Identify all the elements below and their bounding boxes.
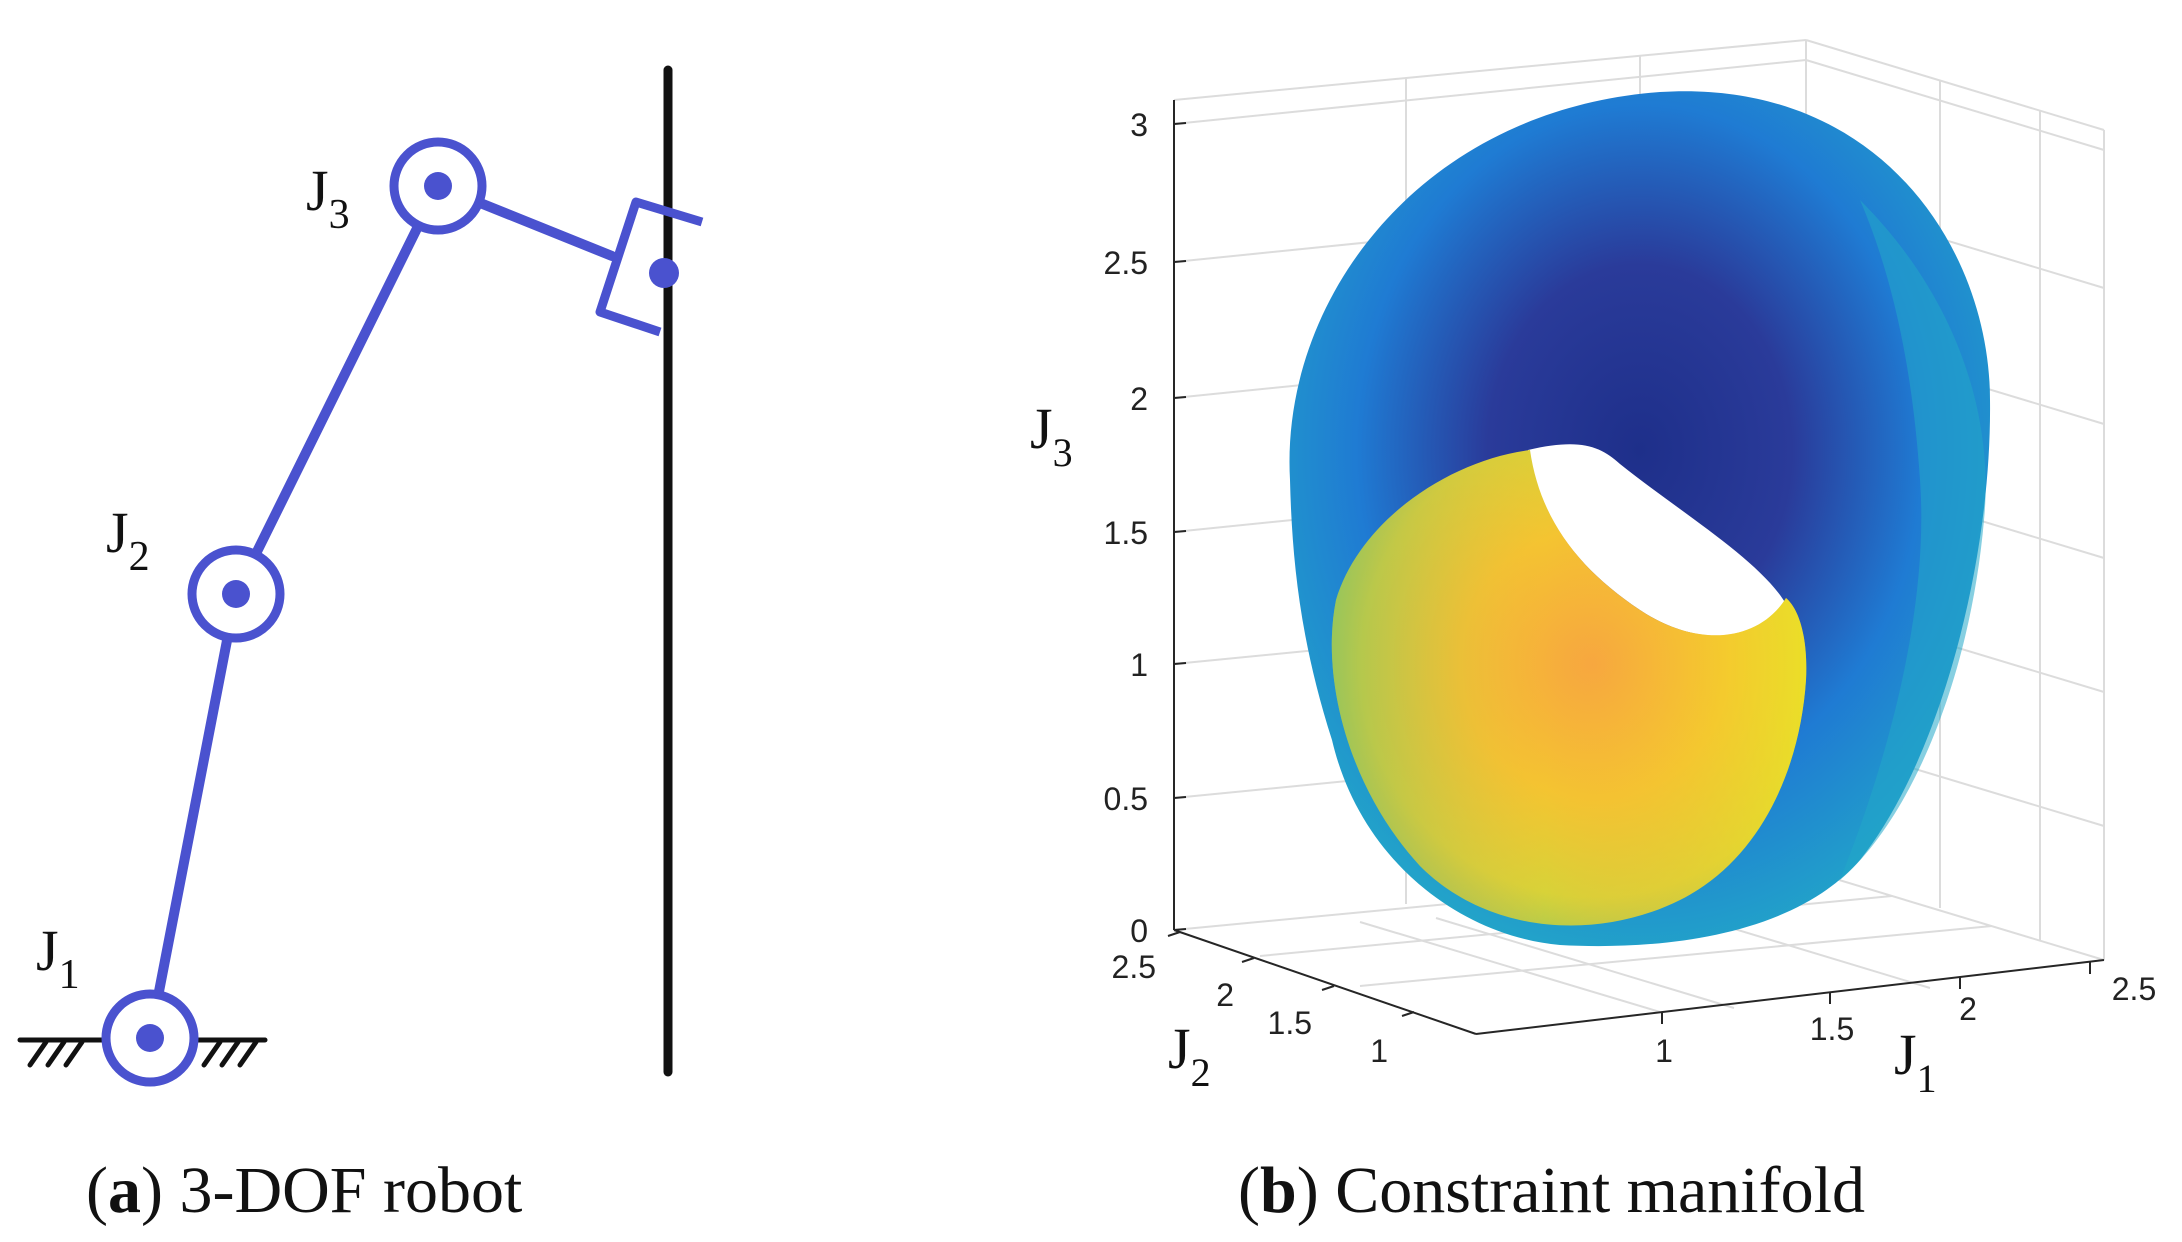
joint-1-label: J1: [36, 918, 80, 998]
z-tick-0: 0: [1130, 913, 1148, 949]
joint-1: [101, 989, 199, 1087]
joint-2: [187, 545, 285, 643]
panel-b-manifold-plot: 3 2.5 2 1.5 1 0.5 0 J3 2.5 2 1.5 1 J2: [1030, 39, 2156, 1227]
y-tick-2: 2: [1216, 977, 1234, 1013]
link-2: [231, 181, 443, 599]
y-tick-2-5: 2.5: [1112, 949, 1156, 985]
z-tick-0-5: 0.5: [1104, 781, 1148, 817]
manifold-outer-rim: [1840, 200, 1986, 880]
manifold-inner-sheen: [1331, 450, 1807, 926]
x-tick-2-5: 2.5: [2112, 971, 2156, 1007]
manifold-hole: [1528, 444, 1786, 636]
x-tick-1: 1: [1655, 1033, 1673, 1069]
z-axis-ticks: [1173, 122, 1187, 931]
end-effector-contact: [649, 258, 679, 288]
end-effector-gripper: [595, 197, 704, 337]
y-axis-line: [1173, 929, 1477, 1035]
y-axis-label: J2: [1168, 1016, 1211, 1095]
z-tick-1-5: 1.5: [1104, 515, 1148, 551]
link-1: [145, 589, 241, 1043]
x-axis-label: J1: [1894, 1022, 1937, 1101]
joint-3-label: J3: [306, 158, 350, 238]
joint-2-label: J2: [106, 500, 150, 580]
panel-a-robot-diagram: J1 J2 J3 (a) 3-DOF robot: [17, 65, 704, 1227]
x-tick-2: 2: [1959, 991, 1977, 1027]
panel-a-caption: (a) 3-DOF robot: [86, 1154, 522, 1227]
y-axis-ticks: [1167, 931, 1415, 1017]
ground-hatch: [17, 1037, 268, 1068]
panel-b-caption: (b) Constraint manifold: [1238, 1154, 1865, 1227]
z-axis-label: J3: [1030, 396, 1073, 475]
y-tick-1-5: 1.5: [1268, 1005, 1312, 1041]
z-tick-3: 3: [1130, 107, 1148, 143]
x-axis-ticks: [1661, 962, 2091, 1024]
y-tick-1: 1: [1370, 1033, 1388, 1069]
joint-3: [389, 137, 487, 235]
z-tick-1: 1: [1130, 647, 1148, 683]
z-tick-2-5: 2.5: [1104, 245, 1148, 281]
x-axis-line: [1475, 959, 2105, 1035]
x-tick-1-5: 1.5: [1810, 1011, 1854, 1047]
z-tick-2: 2: [1130, 381, 1148, 417]
